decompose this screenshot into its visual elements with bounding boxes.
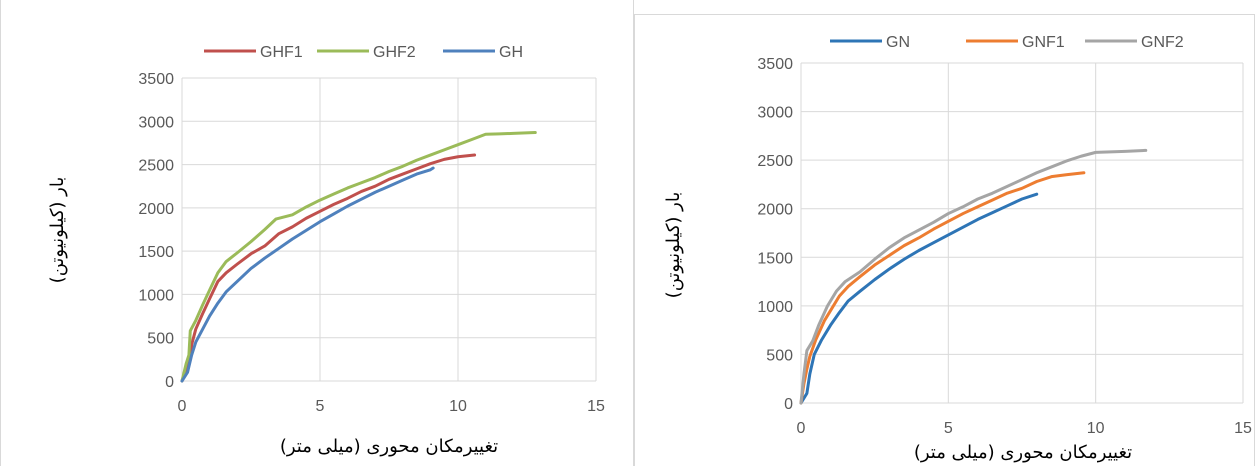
series-line-gnf1 xyxy=(799,171,1086,405)
x-axis-title: تغییرمکان محوری (میلی متر) xyxy=(914,442,1132,463)
x-tick-label: 0 xyxy=(797,420,806,437)
y-tick-label: 1000 xyxy=(757,299,793,316)
y-tick-label: 0 xyxy=(165,374,174,391)
x-tick-label: 10 xyxy=(1087,420,1105,437)
legend-item-gh: GH xyxy=(443,44,523,61)
chart-panel-left: 0 500 1000 1500 2000 2500 3000 3500 0 5 10 15 GHF1 GH… xyxy=(0,0,634,466)
legend-label: GH xyxy=(499,44,523,61)
legend-item-gn: GN xyxy=(830,34,910,51)
y-axis-title: بار (کیلونیوتن) xyxy=(663,192,684,299)
y-tick-label: 2500 xyxy=(138,158,174,175)
series-line-gnf2 xyxy=(799,148,1148,405)
gridlines xyxy=(181,77,597,382)
y-tick-label: 1500 xyxy=(138,244,174,261)
legend-item-gnf1: GNF1 xyxy=(966,34,1065,51)
series-line-gn xyxy=(799,192,1039,405)
x-tick-label: 10 xyxy=(449,398,467,415)
y-tick-label: 3500 xyxy=(138,71,174,88)
legend-item-gnf2: GNF2 xyxy=(1085,34,1184,51)
y-tick-label: 500 xyxy=(766,347,793,364)
legend-label: GNF1 xyxy=(1022,34,1065,51)
x-tick-label: 15 xyxy=(1234,420,1252,437)
gridlines xyxy=(800,62,1244,404)
legend-label: GHF1 xyxy=(260,44,303,61)
y-tick-label: 3000 xyxy=(138,114,174,131)
y-tick-label: 1500 xyxy=(757,250,793,267)
x-tick-label: 5 xyxy=(944,420,953,437)
y-tick-label: 2000 xyxy=(138,201,174,218)
chart-left: 0 500 1000 1500 2000 2500 3000 3500 0 5 10 15 GHF1 GH… xyxy=(47,44,605,457)
legend-item-ghf1: GHF1 xyxy=(204,44,303,61)
x-tick-label: 5 xyxy=(316,398,325,415)
legend-item-ghf2: GHF2 xyxy=(317,44,416,61)
y-tick-label: 2000 xyxy=(757,202,793,219)
y-tick-label: 1000 xyxy=(138,287,174,304)
y-tick-label: 3000 xyxy=(757,105,793,122)
legend-label: GN xyxy=(886,34,910,51)
x-tick-label: 15 xyxy=(587,398,605,415)
y-tick-label: 2500 xyxy=(757,153,793,170)
y-tick-label: 0 xyxy=(784,396,793,413)
series-line-gh xyxy=(180,166,435,383)
series-line-ghf1 xyxy=(180,153,477,383)
y-tick-label: 3500 xyxy=(757,56,793,73)
y-axis-title: بار (کیلونیوتن) xyxy=(47,177,68,284)
x-tick-label: 0 xyxy=(178,398,187,415)
chart-panel-right: 0 500 1000 1500 2000 2500 3000 3500 0 5 10 15 GN GNF1… xyxy=(634,14,1255,466)
y-tick-label: 500 xyxy=(147,331,174,348)
legend-label: GNF2 xyxy=(1141,34,1184,51)
x-axis-title: تغییرمکان محوری (میلی متر) xyxy=(280,436,498,457)
chart-right: 0 500 1000 1500 2000 2500 3000 3500 0 5 10 15 GN GNF1… xyxy=(663,34,1252,463)
legend-label: GHF2 xyxy=(373,44,416,61)
series-line-ghf2 xyxy=(180,131,537,383)
